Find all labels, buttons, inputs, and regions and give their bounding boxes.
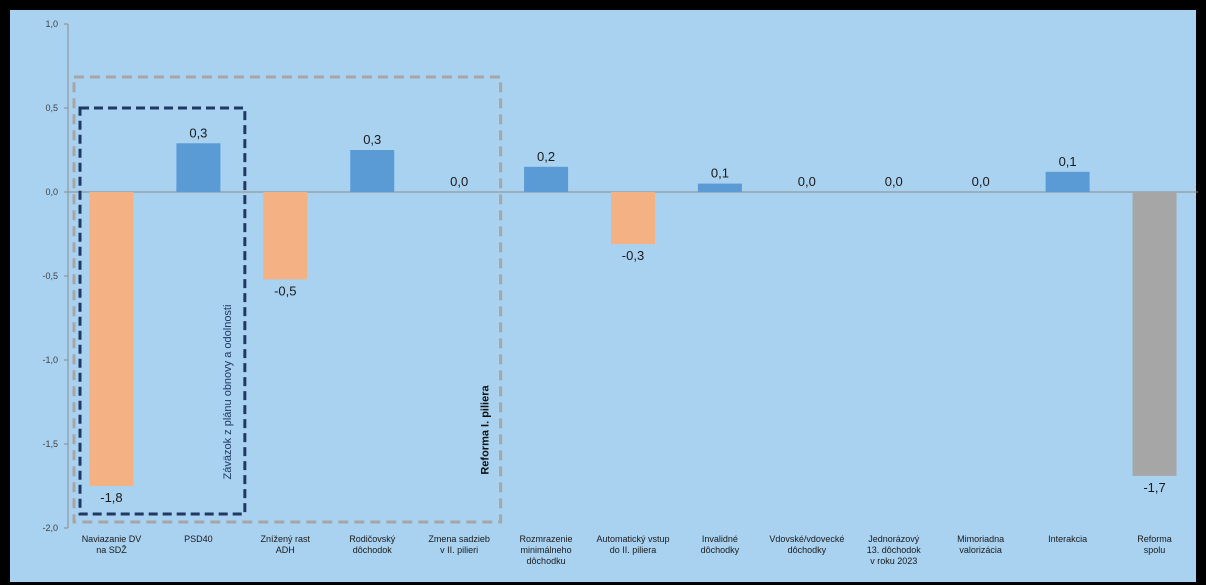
data-label: 0,1 — [711, 166, 729, 181]
x-tick-label-line: Interakcia — [1048, 534, 1087, 544]
data-label: -0,5 — [274, 283, 296, 298]
x-tick-label: Invalidné dôchodky — [701, 534, 740, 555]
data-label: 0,0 — [798, 174, 816, 189]
x-tick-label-line: do II. piliera — [610, 545, 657, 555]
x-tick-label-line: Zmena sadzieb — [428, 534, 490, 544]
data-label: -0,3 — [622, 248, 644, 263]
x-tick-label-line: PSD40 — [184, 534, 213, 544]
x-tick-label-line: ADH — [276, 545, 295, 555]
x-tick-label-line: Rozmrazenie — [520, 534, 573, 544]
data-label: 0,1 — [1059, 154, 1077, 169]
y-tick-label: 0,0 — [45, 187, 58, 197]
x-tick-label: Naviazanie DV na SDŽ — [82, 534, 142, 555]
x-tick-label: Automatický vstup do II. piliera — [596, 534, 669, 555]
y-tick-label: -0,5 — [42, 271, 58, 281]
inner-annotation-box — [78, 106, 247, 516]
x-tick-label: Reforma spolu — [1137, 534, 1172, 555]
x-tick-label-line: v roku 2023 — [870, 556, 917, 566]
data-label: 0,2 — [537, 149, 555, 164]
x-tick-label-line: Naviazanie DV — [82, 534, 142, 544]
y-tick-label: -2,0 — [42, 523, 58, 533]
bar — [1132, 192, 1177, 476]
inner-annotation-label: Záväzok z plánu obnovy a odolnosti — [222, 305, 234, 480]
x-tick-label-line: Jednorázový — [868, 534, 920, 544]
x-tick-label: Vdovské/vdovecké dôchodky — [769, 534, 844, 555]
x-tick-label-line: Invalidné — [702, 534, 738, 544]
bar — [176, 143, 221, 192]
x-tick-label: Interakcia — [1048, 534, 1087, 544]
x-tick-label-line: minimálneho — [521, 545, 572, 555]
x-tick-label-line: Reforma — [1137, 534, 1172, 544]
x-tick-label-line: na SDŽ — [96, 545, 127, 555]
data-label: 0,3 — [189, 125, 207, 140]
x-tick-label-line: 13. dôchodok — [867, 545, 922, 555]
y-tick-label: -1,5 — [42, 439, 58, 449]
bar — [611, 192, 655, 245]
x-tick-label-line: Znížený rast — [261, 534, 311, 544]
data-label: 0,0 — [885, 174, 903, 189]
x-tick-label: Jednorázový 13. dôchodok v roku 2023 — [867, 534, 922, 566]
x-tick-label-line: spolu — [1144, 545, 1166, 555]
outer-annotation-label: Reforma I. piliera — [480, 384, 492, 474]
x-tick-label-line: dôchodok — [353, 545, 393, 555]
x-tick-label-line: dôchodky — [788, 545, 827, 555]
x-tick-label: Mimoriadna valorizácia — [957, 534, 1004, 555]
data-label: 0,0 — [972, 174, 990, 189]
data-label: -1,8 — [100, 490, 122, 505]
x-tick-label: Rodičovský dôchodok — [349, 534, 396, 555]
x-tick-label: Rozmrazenie minimálneho dôchodku — [520, 534, 573, 566]
x-tick-label-line: dôchodky — [701, 545, 740, 555]
x-tick-label-line: Mimoriadna — [957, 534, 1004, 544]
y-tick-label: -1,0 — [42, 355, 58, 365]
bar — [89, 192, 134, 486]
bar — [350, 150, 395, 192]
bar — [1045, 171, 1090, 192]
x-tick-label-line: v II. pilieri — [440, 545, 478, 555]
x-tick-label: Zmena sadzieb v II. pilieri — [428, 534, 490, 555]
data-label: 0,3 — [363, 132, 381, 147]
x-tick-label-line: Rodičovský — [349, 534, 396, 544]
data-label: -1,7 — [1143, 480, 1165, 495]
bar — [524, 166, 569, 192]
x-tick-label-line: Automatický vstup — [596, 534, 669, 544]
y-tick-label: 0,5 — [45, 103, 58, 113]
x-tick-label: Znížený rast ADH — [261, 534, 311, 555]
outer-annotation-box — [72, 75, 503, 524]
plot-background — [10, 10, 1196, 582]
x-tick-label-line: Vdovské/vdovecké — [769, 534, 844, 544]
x-tick-label-line: valorizácia — [959, 545, 1002, 555]
x-tick-label-line: dôchodku — [527, 556, 566, 566]
data-label: 0,0 — [450, 174, 468, 189]
y-tick-label: 1,0 — [45, 19, 58, 29]
bar — [263, 192, 308, 280]
bar — [697, 183, 742, 192]
x-tick-label: PSD40 — [184, 534, 213, 544]
